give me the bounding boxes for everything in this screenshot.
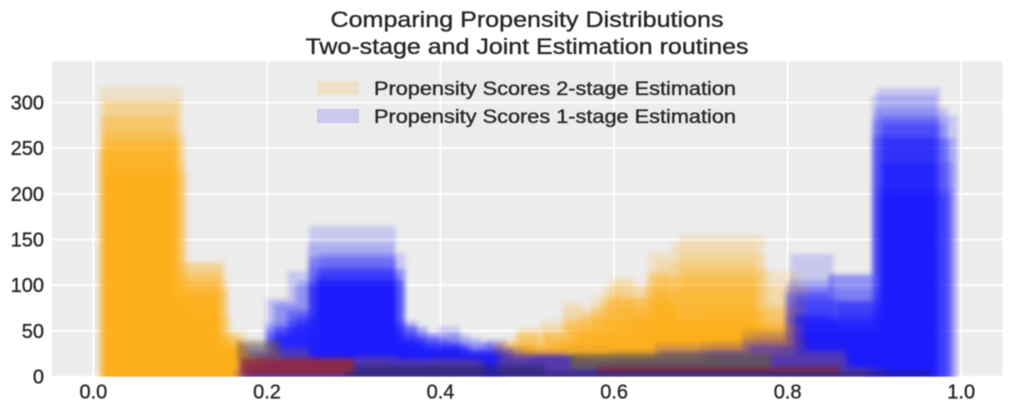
svg-text:Propensity Scores 2-stage Esti: Propensity Scores 2-stage Estimation bbox=[374, 79, 736, 100]
svg-text:0.4: 0.4 bbox=[427, 382, 455, 404]
svg-text:0.8: 0.8 bbox=[774, 382, 802, 404]
svg-text:200: 200 bbox=[11, 184, 44, 206]
svg-text:0: 0 bbox=[33, 367, 44, 389]
svg-text:Propensity Scores 1-stage Esti: Propensity Scores 1-stage Estimation bbox=[374, 107, 736, 128]
svg-text:150: 150 bbox=[11, 230, 44, 252]
svg-text:1.0: 1.0 bbox=[947, 382, 975, 404]
svg-text:0.2: 0.2 bbox=[253, 382, 281, 404]
svg-text:0.0: 0.0 bbox=[79, 382, 107, 404]
svg-text:50: 50 bbox=[22, 321, 44, 343]
svg-text:300: 300 bbox=[11, 92, 44, 114]
svg-text:100: 100 bbox=[11, 275, 44, 297]
svg-text:0.6: 0.6 bbox=[600, 382, 628, 404]
svg-text:250: 250 bbox=[11, 138, 44, 160]
svg-text:Comparing Propensity Distribut: Comparing Propensity Distributions bbox=[331, 7, 724, 32]
svg-text:Two-stage and Joint Estimation: Two-stage and Joint Estimation routines bbox=[306, 34, 749, 59]
